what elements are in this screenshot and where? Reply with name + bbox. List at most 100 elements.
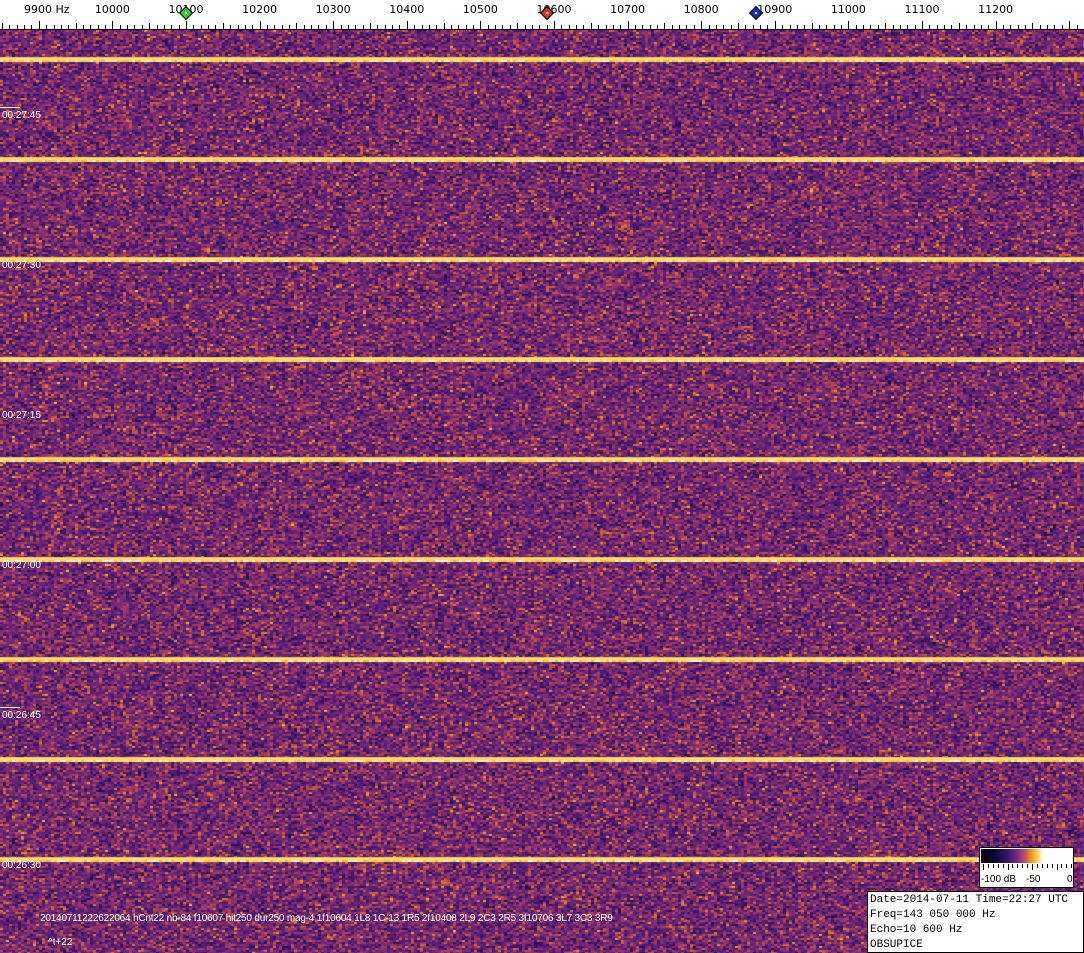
time-label: 00:27:15 bbox=[2, 410, 41, 421]
frequency-tick bbox=[583, 25, 584, 30]
frequency-tick bbox=[90, 25, 91, 30]
frequency-tick bbox=[517, 23, 518, 30]
frequency-tick bbox=[767, 25, 768, 30]
frequency-tick bbox=[635, 25, 636, 30]
frequency-tick bbox=[341, 25, 342, 30]
frequency-tick bbox=[870, 25, 871, 30]
frequency-tick bbox=[966, 25, 967, 30]
frequency-tick bbox=[716, 25, 717, 30]
colorbar-label-mid: -50 bbox=[1026, 874, 1041, 885]
colorbar-tick bbox=[1041, 864, 1043, 868]
frequency-tick bbox=[223, 23, 224, 30]
frequency-tick bbox=[893, 25, 894, 30]
frequency-tick bbox=[576, 25, 577, 30]
time-label: 00:27:45 bbox=[2, 110, 41, 121]
frequency-tick bbox=[105, 25, 106, 30]
frequency-label: 10800 bbox=[683, 3, 719, 16]
frequency-tick bbox=[127, 25, 128, 30]
frequency-tick bbox=[318, 25, 319, 30]
frequency-label: 10200 bbox=[242, 3, 278, 16]
frequency-tick bbox=[407, 21, 408, 30]
colorbar-tick bbox=[1071, 864, 1073, 868]
frequency-tick bbox=[731, 25, 732, 30]
time-label: 00:26:30 bbox=[2, 860, 41, 871]
frequency-tick bbox=[9, 25, 10, 30]
frequency-tick bbox=[495, 25, 496, 30]
frequency-tick bbox=[701, 21, 702, 30]
frequency-tick bbox=[900, 25, 901, 30]
frequency-tick bbox=[922, 21, 923, 30]
frequency-tick bbox=[723, 25, 724, 30]
color-scale-bar: -100 dB -50 0 bbox=[979, 847, 1074, 888]
colorbar-tick bbox=[1027, 864, 1029, 868]
frequency-tick bbox=[863, 25, 864, 30]
frequency-tick bbox=[208, 25, 209, 30]
frequency-tick bbox=[841, 25, 842, 30]
frequency-tick bbox=[591, 23, 592, 30]
frequency-tick bbox=[502, 25, 503, 30]
frequency-tick bbox=[974, 25, 975, 30]
frequency-tick bbox=[606, 25, 607, 30]
frequency-tick bbox=[2, 23, 3, 30]
frequency-tick bbox=[17, 25, 18, 30]
frequency-tick bbox=[561, 25, 562, 30]
frequency-tick bbox=[39, 21, 40, 30]
frequency-tick bbox=[458, 25, 459, 30]
frequency-tick bbox=[24, 25, 25, 30]
frequency-tick bbox=[54, 25, 55, 30]
frequency-tick bbox=[826, 25, 827, 30]
frequency-tick bbox=[907, 25, 908, 30]
colorbar-tick bbox=[1051, 864, 1053, 868]
colorbar-tick bbox=[1061, 864, 1063, 868]
frequency-tick bbox=[525, 25, 526, 30]
frequency-tick bbox=[1054, 25, 1055, 30]
colorbar-tick bbox=[1066, 864, 1068, 868]
frequency-tick bbox=[686, 25, 687, 30]
frequency-tick bbox=[414, 25, 415, 30]
frequency-tick bbox=[245, 25, 246, 30]
frequency-tick bbox=[193, 25, 194, 30]
frequency-label: 11100 bbox=[904, 3, 940, 16]
frequency-tick bbox=[46, 25, 47, 30]
colorbar-tick bbox=[1022, 864, 1024, 868]
frequency-tick bbox=[929, 25, 930, 30]
frequency-tick bbox=[252, 25, 253, 30]
frequency-tick bbox=[274, 25, 275, 30]
frequency-tick bbox=[1032, 23, 1033, 30]
frequency-tick bbox=[289, 25, 290, 30]
colorbar-tick bbox=[1017, 864, 1019, 868]
frequency-tick bbox=[230, 25, 231, 30]
frequency-label: 10000 bbox=[94, 3, 130, 16]
time-label: 00:27:00 bbox=[2, 560, 41, 571]
frequency-tick bbox=[988, 25, 989, 30]
frequency-tick bbox=[539, 25, 540, 30]
frequency-tick bbox=[142, 25, 143, 30]
frequency-tick bbox=[98, 25, 99, 30]
time-minute-mark bbox=[0, 107, 20, 108]
waterfall-spectrogram[interactable] bbox=[0, 30, 1084, 953]
frequency-tick bbox=[782, 25, 783, 30]
colorbar-label-max: 0 bbox=[1067, 874, 1073, 885]
frequency-tick bbox=[797, 25, 798, 30]
frequency-tick bbox=[134, 25, 135, 30]
frequency-tick bbox=[392, 25, 393, 30]
frequency-tick bbox=[790, 25, 791, 30]
frequency-label: 10300 bbox=[315, 3, 351, 16]
colorbar-tick bbox=[1036, 864, 1038, 868]
frequency-tick bbox=[885, 23, 886, 30]
frequency-tick bbox=[488, 25, 489, 30]
frequency-text: Freq=143 050 000 Hz bbox=[870, 909, 996, 921]
frequency-tick bbox=[951, 25, 952, 30]
frequency-tick bbox=[1018, 25, 1019, 30]
frequency-tick bbox=[422, 25, 423, 30]
frequency-tick bbox=[451, 25, 452, 30]
frequency-tick bbox=[480, 21, 481, 30]
frequency-tick bbox=[377, 25, 378, 30]
frequency-tick bbox=[83, 25, 84, 30]
frequency-tick bbox=[444, 23, 445, 30]
time-label: 00:27:30 bbox=[2, 260, 41, 271]
frequency-tick bbox=[664, 23, 665, 30]
detection-info-line: 20140711222622064 hCnt22 nb-84 f10607 hi… bbox=[40, 913, 613, 924]
frequency-tick bbox=[215, 25, 216, 30]
frequency-tick bbox=[819, 25, 820, 30]
